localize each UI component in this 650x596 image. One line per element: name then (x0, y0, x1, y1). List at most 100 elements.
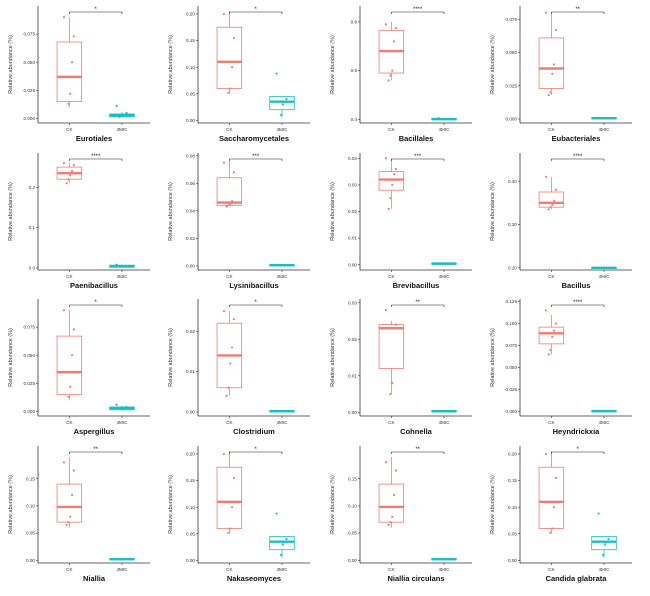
y-tick-label: 0.00 (186, 118, 195, 123)
panel-title: Bacillales (399, 134, 434, 143)
data-point (232, 476, 235, 480)
data-point (549, 206, 552, 209)
panel-paenibacillus: Relative abundance (%) 0.0 0.1 0.2 CK 4MIC ***… (8, 153, 150, 290)
box-ck (216, 177, 243, 206)
data-point (225, 205, 228, 208)
significance-label: * (95, 300, 98, 306)
data-point (387, 79, 390, 82)
data-point (597, 266, 600, 269)
x-tick-label: 4MIC (599, 127, 611, 132)
data-point (389, 197, 392, 200)
data-point (67, 395, 70, 398)
data-point (597, 409, 600, 413)
y-tick-label: 0.00 (186, 263, 195, 268)
data-point (70, 354, 74, 357)
significance-label: * (577, 447, 580, 453)
data-point (229, 527, 232, 530)
data-point (554, 188, 557, 191)
data-point (222, 310, 226, 313)
data-point (547, 93, 550, 97)
y-axis-label: Relative abundance (%) (8, 328, 14, 387)
significance-label: **** (573, 300, 583, 306)
panel-title: Candida glabrata (546, 574, 608, 583)
data-point (547, 353, 550, 356)
data-point (394, 323, 397, 326)
y-tick-label: 0.20 (186, 12, 195, 17)
data-point (121, 114, 124, 117)
data-point (597, 512, 600, 515)
y-tick-label: 0.20 (508, 452, 517, 457)
significance-label: * (255, 300, 258, 306)
x-tick-label: 4MIC (277, 567, 289, 572)
y-tick-label: 0.15 (186, 38, 195, 43)
box-ck (56, 335, 83, 396)
box-ck (216, 26, 243, 89)
data-point (115, 558, 118, 561)
panel-heyndrickxia: Relative abundance (%) 0.000 0.025 0.050 0.0… (490, 299, 632, 436)
y-tick-label: 0.05 (186, 531, 195, 536)
data-point (65, 523, 68, 527)
x-tick-label: CK (548, 274, 555, 279)
data-point (392, 173, 396, 176)
x-tick-label: CK (66, 274, 73, 279)
y-axis-label: Relative abundance (%) (168, 475, 174, 534)
data-point (227, 91, 230, 94)
data-point (222, 12, 226, 16)
x-tick-label: CK (388, 567, 395, 572)
panel-bacillus: Relative abundance (%) 0.20 0.30 0.40 CK 4MIC… (490, 153, 632, 290)
data-point (62, 461, 66, 464)
data-point (72, 328, 75, 331)
y-axis-label: Relative abundance (%) (330, 475, 336, 534)
y-axis-label: Relative abundance (%) (490, 35, 496, 94)
data-point (72, 35, 75, 38)
y-tick-label: 0.10 (26, 503, 35, 508)
y-axis-label: Relative abundance (%) (168, 328, 174, 387)
data-point (554, 476, 557, 480)
y-axis-label: Relative abundance (%) (8, 35, 14, 94)
x-tick-label: CK (226, 274, 233, 279)
y-tick-label: 0.20 (508, 265, 517, 270)
data-point (447, 118, 450, 121)
y-tick-label: 0.04 (348, 156, 357, 161)
data-point (120, 115, 123, 118)
data-point (70, 170, 74, 173)
y-tick-label: 0.04 (186, 208, 195, 213)
y-tick-label: 0.00 (348, 262, 357, 267)
y-tick-label: 0.2 (29, 185, 36, 190)
box-ck (538, 37, 565, 89)
x-tick-label: CK (66, 567, 73, 572)
y-tick-label: 0.6 (351, 68, 358, 73)
y-axis-label: Relative abundance (%) (330, 328, 336, 387)
data-point (394, 469, 397, 472)
x-tick-label: CK (66, 420, 73, 425)
data-point (125, 405, 128, 409)
y-tick-label: 0.025 (506, 387, 518, 392)
data-point (392, 493, 396, 497)
data-point (391, 381, 394, 385)
significance-label: ** (415, 447, 420, 453)
data-point (437, 410, 440, 413)
data-point (544, 11, 548, 14)
y-tick-label: 0.025 (24, 381, 36, 386)
data-point (230, 346, 234, 349)
data-point (232, 36, 235, 40)
y-tick-label: 0.03 (348, 300, 357, 305)
data-point (67, 102, 70, 105)
data-point (227, 386, 230, 389)
x-tick-label: 4MIC (277, 420, 289, 425)
y-tick-label: 0.01 (348, 236, 357, 241)
significance-label: * (255, 447, 258, 453)
panel-bacillales: Relative abundance (%) 0.4 0.6 0.8 CK 4MIC ***… (330, 6, 472, 143)
box-ck (216, 466, 243, 529)
y-axis-label: Relative abundance (%) (490, 182, 496, 241)
y-tick-label: 0.025 (506, 83, 518, 88)
significance-label: *** (414, 154, 422, 160)
y-tick-label: 0.1 (29, 225, 36, 230)
data-point (285, 537, 288, 541)
panel-eubacteriales: Relative abundance (%) 0.000 0.025 0.050 0.0… (490, 6, 632, 143)
y-tick-label: 0.00 (26, 558, 35, 563)
y-tick-label: 0.0 (29, 266, 36, 271)
y-tick-label: 0.20 (186, 452, 195, 457)
y-tick-label: 0.000 (24, 409, 36, 414)
